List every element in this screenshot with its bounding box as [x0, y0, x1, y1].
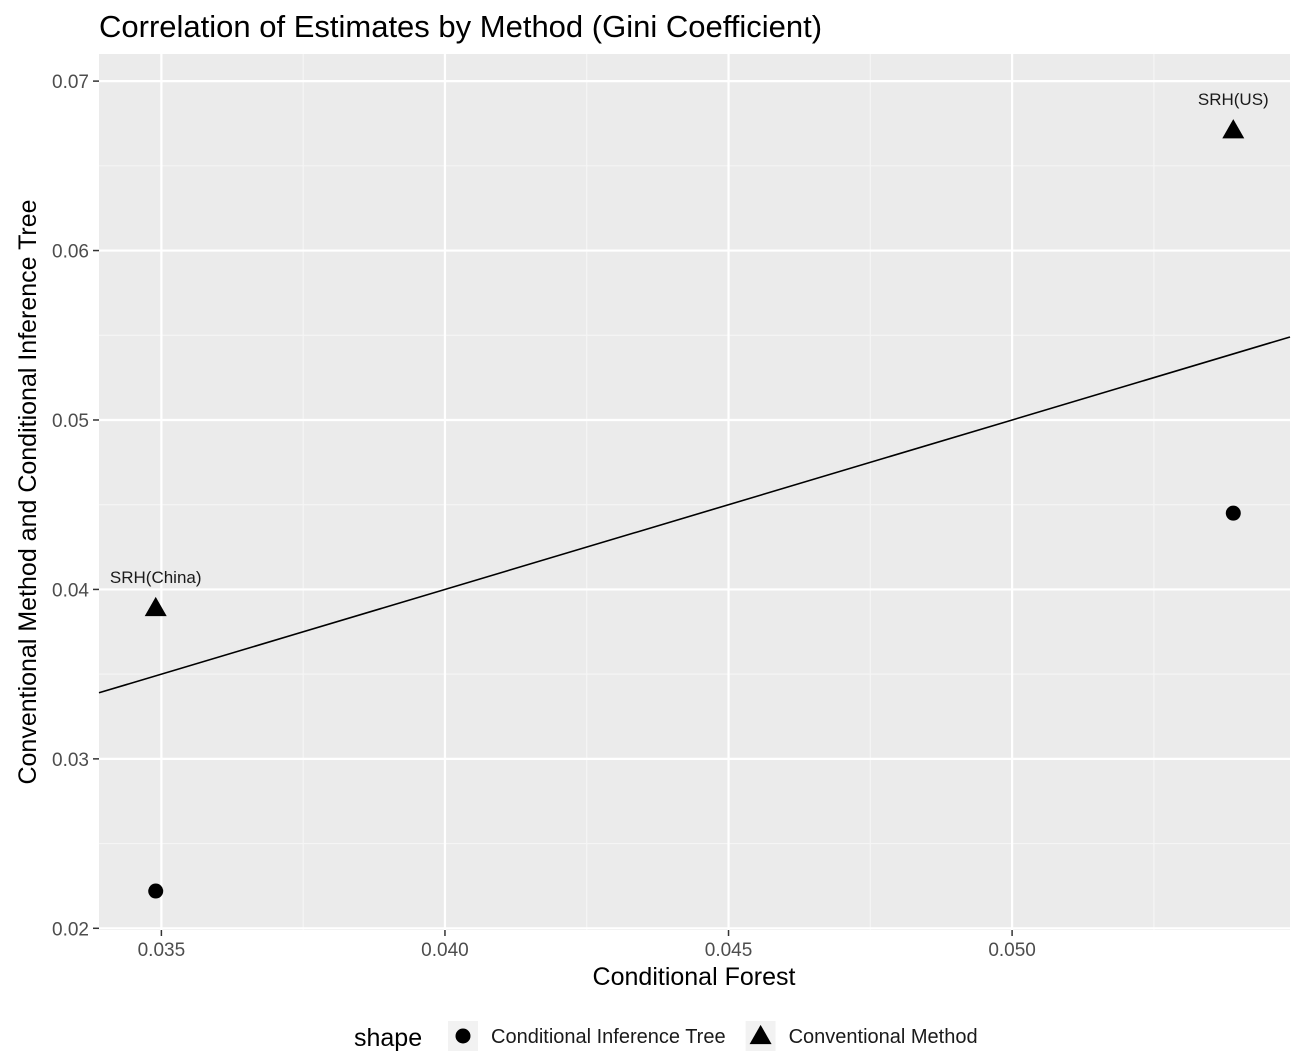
point-triangle — [144, 596, 167, 617]
x-tick-label: 0.040 — [421, 940, 469, 961]
legend: shape Conditional Inference Tree Conventi… — [354, 1021, 978, 1052]
point-triangle — [1222, 119, 1245, 139]
legend-key-triangle — [749, 1024, 772, 1045]
chart-title: Correlation of Estimates by Method (Gini… — [99, 9, 822, 44]
point-annotation: SRH(US) — [1198, 90, 1269, 109]
point-annotation: SRH(China) — [110, 568, 202, 587]
legend-entry: Conventional Method — [789, 1026, 978, 1048]
y-tick-label: 0.04 — [52, 580, 89, 601]
plot-panel: SRH(China) SRH(US) — [98, 54, 1291, 930]
x-tick-label: 0.045 — [705, 940, 753, 961]
y-tick-label: 0.05 — [52, 411, 89, 432]
x-axis: 0.035 0.040 0.045 0.050 — [138, 930, 1036, 961]
x-tick-label: 0.050 — [988, 940, 1036, 961]
panel-background — [99, 54, 1290, 930]
y-tick-label: 0.02 — [52, 919, 89, 940]
x-tick-label: 0.035 — [138, 940, 186, 961]
y-axis-label: Conventional Method and Conditional Infe… — [14, 199, 42, 784]
point-circle — [1225, 505, 1241, 521]
legend-key-circle — [455, 1028, 471, 1044]
legend-title: shape — [354, 1024, 422, 1052]
y-axis: 0.02 0.03 0.04 0.05 0.06 0.07 — [52, 72, 99, 940]
legend-entry: Conditional Inference Tree — [491, 1026, 726, 1048]
point-circle — [148, 883, 164, 899]
x-axis-label: Conditional Forest — [593, 963, 796, 991]
y-tick-label: 0.06 — [52, 242, 89, 263]
reference-line — [98, 336, 1291, 694]
y-tick-label: 0.07 — [52, 72, 89, 93]
y-tick-label: 0.03 — [52, 750, 89, 771]
